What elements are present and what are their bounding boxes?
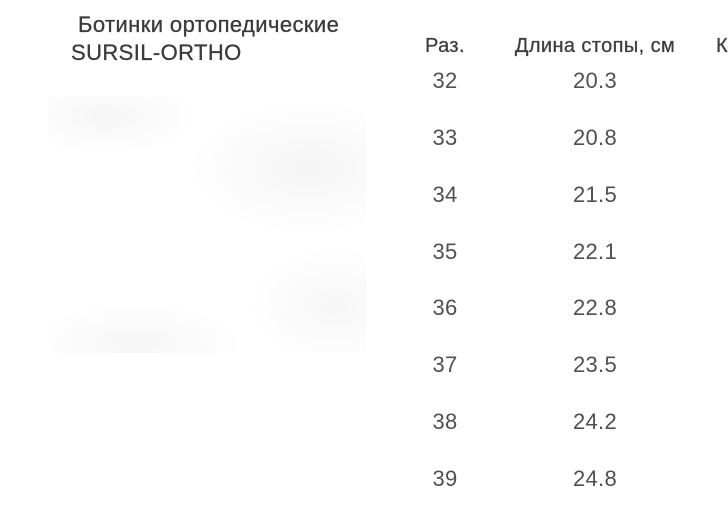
table-row: 33 20.8 [400, 109, 728, 166]
foot-length-cell: 21.5 [572, 181, 618, 207]
table-row: 39 24.8 [400, 450, 728, 507]
foot-length-cell: 24.8 [572, 465, 618, 491]
table-row: 34 21.5 [400, 166, 728, 223]
column-header-size: Раз. [425, 34, 465, 57]
product-title: Ботинки ортопедические SURSIL-ORTHO [71, 11, 339, 67]
size-cell: 34 [432, 181, 458, 207]
product-image [48, 96, 366, 353]
size-table: Раз. Длина стопы, см К 32 20.3 33 20.8 3… [400, 0, 728, 514]
table-row: 37 23.5 [400, 337, 728, 394]
column-header-foot-length: Длина стопы, см [514, 34, 676, 57]
foot-length-cell: 23.5 [572, 352, 618, 378]
foot-length-cell: 22.1 [572, 238, 618, 264]
foot-length-cell: 20.8 [572, 124, 618, 150]
table-row: 32 20.3 [400, 53, 728, 110]
foot-length-cell: 20.3 [572, 68, 618, 94]
size-cell: 37 [432, 352, 458, 378]
size-cell: 33 [432, 124, 458, 150]
product-title-line1: Ботинки ортопедические [78, 12, 340, 37]
size-table-header-row: Раз. Длина стопы, см К [400, 18, 728, 75]
size-cell: 36 [432, 295, 458, 321]
size-cell: 38 [432, 408, 458, 434]
column-header-truncated: К [716, 34, 728, 57]
size-cell: 35 [432, 238, 458, 264]
size-cell: 32 [432, 68, 458, 94]
foot-length-cell: 24.2 [572, 408, 618, 434]
foot-length-cell: 22.8 [572, 295, 618, 321]
size-cell: 39 [432, 465, 458, 491]
table-row: 38 24.2 [400, 393, 728, 450]
table-row: 35 22.1 [400, 223, 728, 280]
table-row: 36 22.8 [400, 280, 728, 337]
product-title-line2: SURSIL-ORTHO [71, 40, 242, 65]
